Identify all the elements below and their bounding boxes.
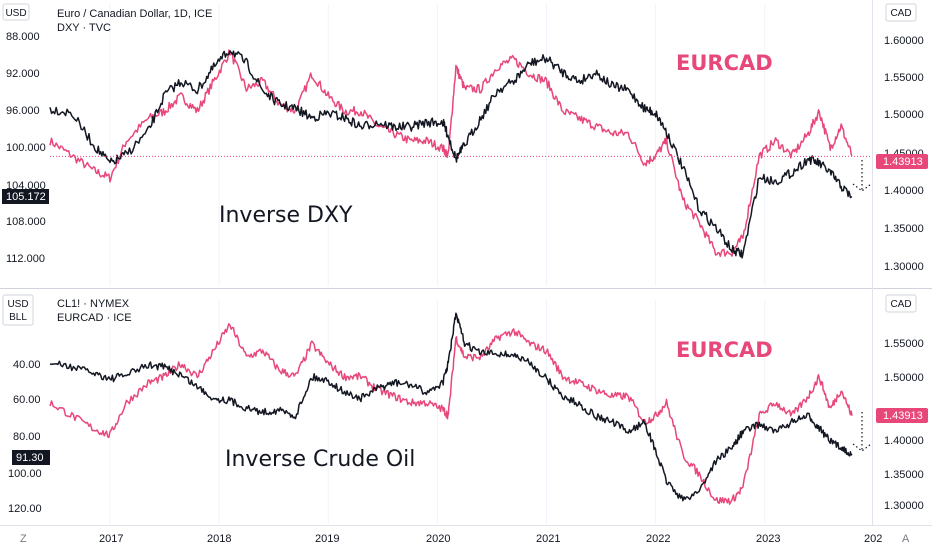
bottom-right-unit-box[interactable]: CAD (885, 294, 917, 313)
bottom-left-tick: 100.00 (8, 468, 42, 480)
x-tick-year: 2021 (536, 533, 560, 545)
eurcad-top-label: EURCAD (676, 51, 773, 75)
top-left-tick: 96.000 (6, 105, 40, 117)
x-tick-year: 2019 (315, 533, 339, 545)
top-left-last-value: 105.172 (2, 189, 49, 204)
top-left-tick: 100.000 (6, 142, 46, 154)
bottom-left-unit-1: USD (7, 299, 28, 310)
top-right-tick: 1.60000 (884, 35, 924, 47)
bottom-left-tick: 60.00 (13, 394, 41, 406)
x-tick-year: 2018 (207, 533, 231, 545)
top-series (49, 49, 874, 259)
bottom-right-tick: 1.55000 (884, 338, 924, 350)
x-tick-year: 2022 (646, 533, 670, 545)
bottom-left-tick: 80.00 (13, 431, 41, 443)
top-left-unit: USD (5, 8, 26, 19)
bottom-series-cl1-line[interactable] (49, 312, 853, 502)
top-legend-dxy[interactable]: DXY · TVC (57, 22, 111, 34)
bottom-left-last-label: 91.30 (16, 452, 44, 464)
bottom-legend-cl1[interactable]: CL1! · NYMEX (57, 298, 130, 310)
auto-scale-icon[interactable]: A (902, 533, 910, 545)
top-left-axis[interactable]: 88.000 92.000 96.000 100.000 104.000 108… (6, 31, 46, 265)
top-right-unit: CAD (890, 8, 911, 19)
top-right-last-value: 1.43913 (876, 154, 928, 169)
bottom-right-axis[interactable]: 1.55000 1.50000 1.40000 1.35000 1.30000 … (884, 338, 924, 512)
top-series-eurcad-line[interactable] (49, 49, 853, 258)
top-left-tick: 88.000 (6, 31, 40, 43)
top-right-tick: 1.30000 (884, 261, 924, 273)
bottom-right-tick: 1.40000 (884, 435, 924, 447)
bottom-left-tick: 120.00 (8, 503, 42, 515)
bottom-left-unit-box[interactable]: USD BLL (2, 294, 34, 326)
x-tick-year: 2020 (426, 533, 450, 545)
top-right-tick: 1.50000 (884, 109, 924, 121)
top-right-unit-box[interactable]: CAD (885, 3, 917, 22)
bottom-right-tick: 1.30000 (884, 500, 924, 512)
bottom-right-tick: 1.35000 (884, 469, 924, 481)
top-projection-arrow (852, 160, 872, 192)
top-left-tick: 112.000 (6, 253, 45, 265)
bottom-right-last-label: 1.43913 (883, 410, 923, 422)
bottom-right-last-value: 1.43913 (876, 408, 928, 423)
bottom-right-tick: 1.50000 (884, 372, 924, 384)
x-tick-year: 2023 (756, 533, 780, 545)
x-tick-year: 2017 (99, 533, 123, 545)
top-right-tick: 1.35000 (884, 223, 924, 235)
bottom-series (49, 312, 853, 505)
top-right-tick: 1.55000 (884, 72, 924, 84)
inverse-crude-oil-annotation: Inverse Crude Oil (225, 447, 415, 472)
zoom-icon[interactable]: Z (20, 533, 27, 545)
bottom-left-last-value: 91.30 (12, 450, 50, 465)
top-series-dxy-line[interactable] (49, 50, 853, 259)
eurcad-bottom-label: EURCAD (676, 338, 773, 362)
top-left-unit-box[interactable]: USD (2, 3, 30, 21)
bottom-left-unit-2: BLL (9, 312, 27, 323)
top-left-tick: 92.000 (6, 68, 40, 80)
bottom-legend-eurcad[interactable]: EURCAD · ICE (57, 312, 132, 324)
x-tick-year: 202 (864, 533, 882, 545)
top-left-tick: 108.000 (6, 216, 46, 228)
top-right-last-label: 1.43913 (883, 156, 923, 168)
chart-title[interactable]: Euro / Canadian Dollar, 1D, ICE (57, 8, 212, 20)
bottom-right-unit: CAD (890, 299, 911, 310)
bottom-grid (109, 300, 766, 524)
top-left-last-label: 105.172 (6, 191, 46, 203)
top-grid (109, 4, 766, 286)
x-axis[interactable]: 2017 2018 2019 2020 2021 2022 2023 202 (99, 533, 882, 545)
top-right-tick: 1.40000 (884, 185, 924, 197)
bottom-left-tick: 40.00 (13, 359, 41, 371)
inverse-dxy-annotation: Inverse DXY (219, 203, 353, 228)
bottom-series-eurcad-line[interactable] (49, 323, 853, 505)
bottom-left-axis[interactable]: 40.00 60.00 80.00 100.00 120.00 (8, 359, 42, 515)
